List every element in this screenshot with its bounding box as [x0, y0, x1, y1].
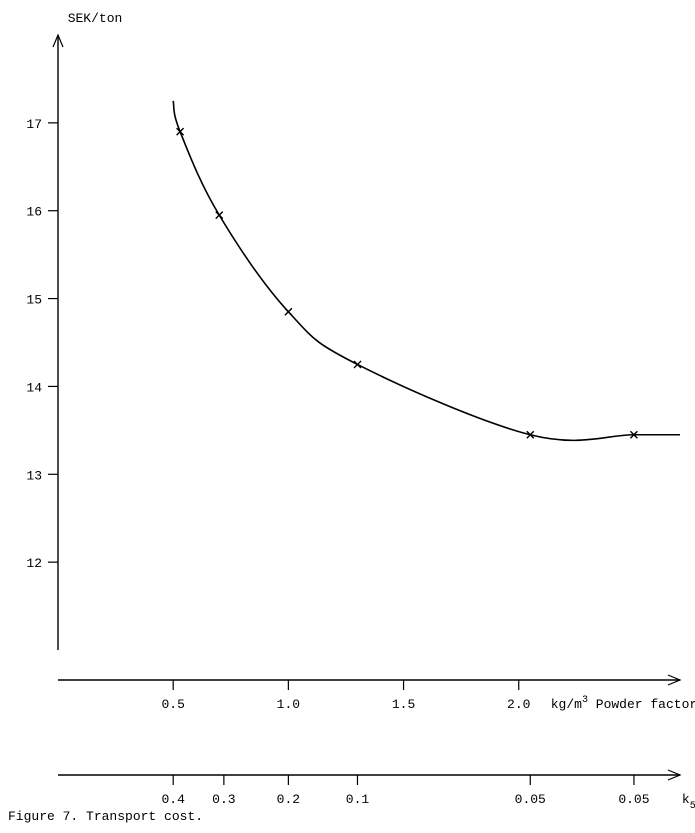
chart-page: 12 13 14 15 16 17 SEK/ton 0.5 1.0 1.5 2.0 kg/m3 Pow… — [0, 0, 695, 833]
x-axis-top-unit: kg/m3 Powder factor — [551, 695, 695, 712]
y-axis-label: SEK/ton — [68, 11, 123, 26]
x-top-tick-label: 2.0 — [507, 697, 530, 712]
y-tick-label: 17 — [26, 117, 42, 132]
x-bottom-tick-label: 0.05 — [515, 792, 546, 807]
x-bottom-tick-label: 0.4 — [161, 792, 185, 807]
x-bottom-tick-label: 0.05 — [618, 792, 649, 807]
x-axis-bottom-label: k50, meter — [682, 792, 695, 812]
figure-caption: Figure 7. Transport cost. — [8, 809, 203, 824]
x-bottom-tick-label: 0.3 — [212, 792, 235, 807]
x-top-tick-label: 1.0 — [277, 697, 300, 712]
y-tick-label: 15 — [26, 293, 42, 308]
x-bottom-tick-label: 0.2 — [277, 792, 300, 807]
y-tick-label: 16 — [26, 205, 42, 220]
x-top-tick-label: 1.5 — [392, 697, 415, 712]
transport-cost-chart: 12 13 14 15 16 17 SEK/ton 0.5 1.0 1.5 2.0 kg/m3 Pow… — [0, 0, 695, 833]
series-curve — [173, 101, 680, 440]
y-tick-label: 12 — [26, 556, 42, 571]
y-tick-label: 13 — [26, 468, 42, 483]
x-bottom-tick-label: 0.1 — [346, 792, 370, 807]
y-tick-label: 14 — [26, 380, 42, 395]
x-top-tick-label: 0.5 — [161, 697, 184, 712]
